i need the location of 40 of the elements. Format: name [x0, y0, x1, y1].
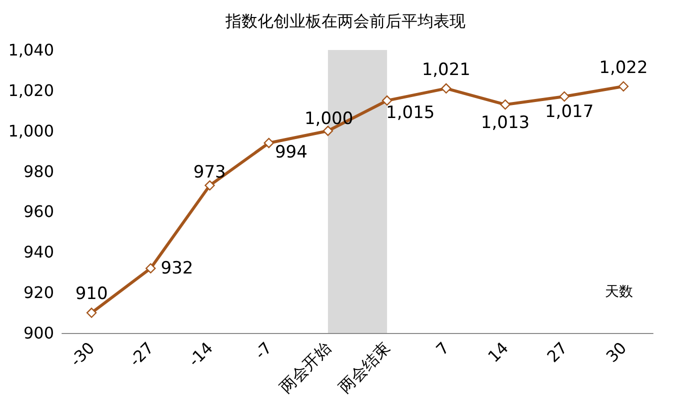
point — [146, 263, 156, 274]
data-label: 1,022 — [599, 58, 648, 78]
y-tick-label: 1,040 — [8, 40, 54, 60]
data-label: 1,000 — [304, 108, 354, 129]
x-tick-label: -27 — [125, 338, 158, 370]
x-tick-label: 30 — [602, 338, 630, 366]
y-tick-label: 980 — [23, 162, 54, 181]
data-label: 1,015 — [386, 103, 435, 124]
point — [618, 81, 629, 92]
x-tick-label: 27 — [543, 338, 572, 366]
data-label: 1,021 — [422, 60, 470, 80]
data-label: 1,013 — [480, 113, 530, 134]
x-tick-label: -30 — [66, 338, 98, 370]
point — [322, 126, 334, 136]
point — [382, 95, 392, 106]
point — [500, 99, 510, 110]
point — [264, 138, 274, 148]
chart-title: 指数化创业板在两会前后平均表现 — [224, 12, 466, 30]
y-tick-label: 1,000 — [8, 121, 54, 140]
data-label: 932 — [160, 258, 194, 278]
data-label: 910 — [75, 284, 108, 304]
data-label: 973 — [193, 162, 226, 183]
y-tick-label: 920 — [23, 283, 54, 302]
y-tick-label: 900 — [23, 324, 54, 342]
y-tick-label: 960 — [23, 202, 54, 222]
data-label: 1,017 — [544, 102, 594, 122]
x-tick-label: 7 — [432, 338, 453, 359]
x-tick-label: -14 — [184, 338, 216, 370]
x-tick-label: -7 — [250, 338, 276, 363]
data-label: 994 — [274, 142, 308, 163]
point — [86, 308, 97, 318]
y-tick-label: 940 — [23, 242, 54, 262]
x-tick-label: 两会开始 — [276, 338, 335, 397]
x-axis-title: 天数 — [605, 284, 633, 300]
point — [441, 83, 452, 94]
point — [559, 91, 570, 102]
x-tick-label: 14 — [484, 338, 512, 366]
x-tick-label: 两会结束 — [335, 338, 394, 397]
y-tick-label: 1,020 — [8, 80, 54, 100]
point — [204, 180, 215, 191]
